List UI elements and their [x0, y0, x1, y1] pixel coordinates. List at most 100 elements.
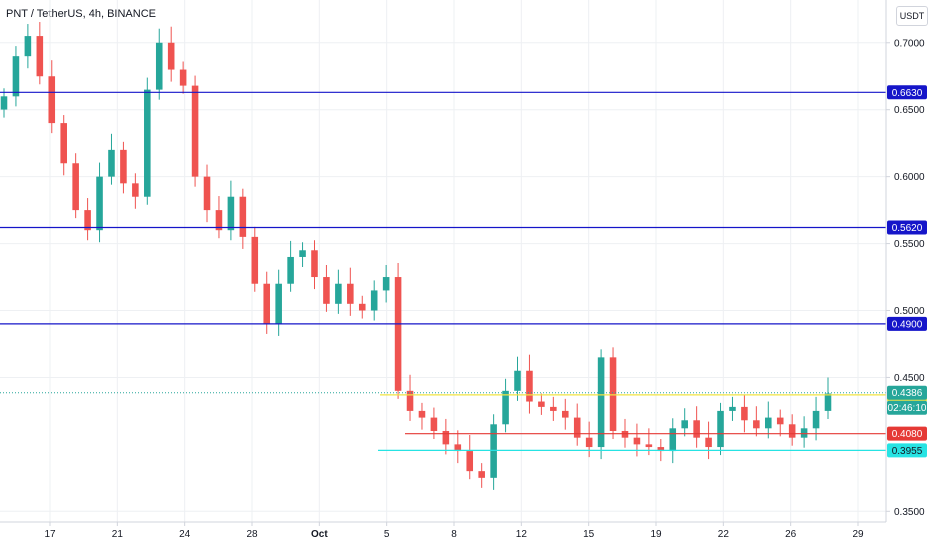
x-tick-label: 15 — [583, 529, 595, 540]
candle-body — [335, 283, 342, 304]
candle-body — [251, 236, 259, 284]
candle-body — [705, 437, 712, 448]
candle-body — [597, 357, 605, 448]
candle-body — [144, 89, 151, 197]
x-tick-label: 26 — [785, 529, 797, 540]
x-tick-label: 28 — [246, 529, 258, 540]
candle-body — [155, 42, 163, 90]
level-price-tag — [887, 426, 927, 441]
level-price-label: 0.4080 — [892, 429, 923, 440]
candle-body — [167, 42, 175, 70]
candle-body — [442, 430, 450, 445]
candle-body — [203, 176, 211, 211]
candle-body — [275, 283, 282, 324]
level-price-label: 0.6630 — [892, 88, 923, 99]
level-price-label: 0.5620 — [892, 223, 923, 234]
candle-body — [514, 370, 521, 391]
candle-body — [311, 250, 318, 278]
currency-unit-label[interactable]: USDT — [896, 6, 928, 26]
countdown-tag — [887, 400, 927, 415]
candle-body — [227, 196, 235, 231]
candle-body — [609, 357, 617, 431]
candle-body — [585, 437, 593, 448]
candle-body — [788, 424, 796, 438]
candle-body — [406, 390, 414, 411]
candle-body — [179, 69, 187, 86]
candle-body — [776, 417, 784, 425]
x-tick-label: 8 — [451, 529, 457, 540]
chart-title: PNT / TetherUS, 4h, BINANCE — [6, 8, 156, 20]
candle-body — [765, 417, 772, 429]
y-tick-label: 0.7000 — [894, 38, 925, 49]
x-tick-label: 12 — [516, 529, 528, 540]
candle-body — [502, 390, 509, 425]
x-tick-label: Oct — [311, 529, 328, 540]
level-price-label: 0.3955 — [892, 446, 923, 457]
x-axis: 17 21 24 28 Oct 5 8 12 15 19 22 26 29 — [0, 521, 886, 540]
candle-body — [96, 176, 103, 231]
y-tick-label: 0.5500 — [894, 239, 925, 250]
candle-body — [358, 303, 366, 311]
candle-body — [430, 417, 438, 431]
y-tick-label: 0.6500 — [894, 105, 925, 116]
candle-body — [287, 256, 294, 284]
candle-body — [382, 277, 390, 291]
candle-body — [24, 36, 32, 57]
candle-body — [573, 417, 581, 438]
candle-body — [370, 290, 378, 311]
candle-body — [478, 471, 485, 478]
x-tick-label: 5 — [384, 529, 390, 540]
candle-body — [418, 410, 426, 418]
candle-body — [48, 76, 56, 124]
candle-body — [347, 283, 354, 304]
candle-body — [215, 210, 223, 231]
candle-body — [538, 401, 545, 407]
level-price-tag — [887, 316, 927, 331]
x-tick-label: 22 — [718, 529, 730, 540]
candle-body — [741, 406, 748, 421]
last-price-label: 0.4386 — [892, 388, 923, 399]
candle-body — [36, 36, 44, 77]
y-tick-label: 0.3500 — [894, 507, 925, 518]
candle-body — [645, 444, 653, 448]
candle-body — [800, 428, 808, 438]
horizontal-levels: 0.66300.56200.49000.43700.40800.39550.43… — [0, 85, 927, 458]
candle-body — [681, 420, 688, 429]
x-tick-label: 17 — [44, 529, 56, 540]
last-price-tag — [887, 385, 927, 400]
candle-body — [239, 196, 247, 237]
candle-body — [299, 250, 306, 257]
candle-body — [84, 210, 91, 231]
level-price-tag — [887, 443, 927, 458]
candle-body — [263, 283, 271, 324]
candle-body — [60, 123, 67, 164]
candle-body — [490, 424, 497, 478]
candle-body — [454, 444, 462, 452]
level-price-tag — [887, 220, 927, 235]
level-price-label: 0.4900 — [892, 319, 923, 330]
x-tick-label: 29 — [852, 529, 864, 540]
candle-body — [526, 370, 533, 402]
candle-body — [693, 420, 700, 438]
candle-body — [657, 447, 665, 452]
candle-body — [633, 437, 641, 445]
candle-body — [812, 410, 820, 429]
candle-body — [191, 85, 199, 177]
candle-body — [550, 406, 557, 411]
candle-body — [0, 96, 8, 110]
y-tick-label: 0.4500 — [894, 373, 925, 384]
countdown-label: 02:46:10 — [888, 403, 927, 414]
candle-body — [132, 183, 139, 197]
candle-body — [108, 149, 115, 177]
candle-body — [120, 149, 127, 184]
x-tick-label: 24 — [179, 529, 191, 540]
candle-body — [466, 451, 474, 472]
candle-body — [824, 393, 832, 411]
candle-body — [12, 56, 20, 97]
level-price-tag — [887, 85, 927, 100]
x-tick-label: 21 — [112, 529, 124, 540]
candles — [0, 22, 832, 490]
x-tick-label: 19 — [650, 529, 662, 540]
candle-body — [72, 163, 79, 211]
